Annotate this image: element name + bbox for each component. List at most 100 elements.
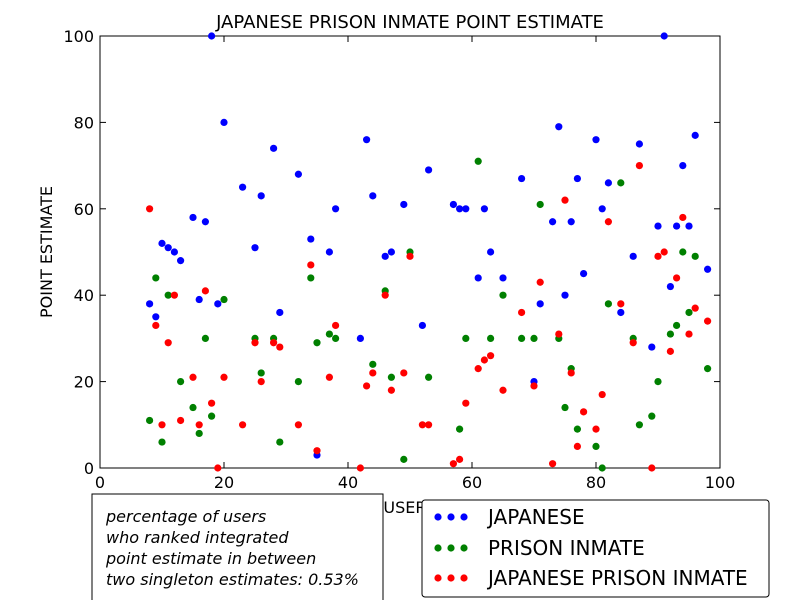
scatter-point-prison-inmate xyxy=(474,157,482,165)
scatter-point-japanese xyxy=(369,192,377,200)
scatter-point-japanese-prison-inmate xyxy=(580,408,588,416)
scatter-point-japanese-prison-inmate xyxy=(406,252,414,260)
legend-marker xyxy=(447,574,455,582)
scatter-point-japanese xyxy=(704,265,712,273)
scatter-point-prison-inmate xyxy=(307,274,315,282)
scatter-point-prison-inmate xyxy=(685,308,693,317)
scatter-point-japanese xyxy=(307,235,315,243)
scatter-point-japanese-prison-inmate xyxy=(164,339,172,347)
scatter-point-japanese xyxy=(561,291,569,299)
scatter-point-japanese-prison-inmate xyxy=(530,382,538,390)
scatter-point-japanese-prison-inmate xyxy=(673,274,681,282)
scatter-point-japanese xyxy=(617,308,625,317)
scatter-point-japanese-prison-inmate xyxy=(363,382,371,390)
scatter-point-prison-inmate xyxy=(294,378,302,386)
scatter-point-prison-inmate xyxy=(487,334,495,342)
scatter-point-prison-inmate xyxy=(704,365,712,373)
scatter-point-japanese-prison-inmate xyxy=(257,378,265,386)
scatter-point-japanese xyxy=(257,192,265,200)
x-tick-label: 80 xyxy=(586,473,606,492)
scatter-point-japanese-prison-inmate xyxy=(189,373,197,381)
scatter-point-japanese xyxy=(381,252,389,260)
scatter-point-prison-inmate xyxy=(152,274,160,282)
scatter-point-japanese-prison-inmate xyxy=(325,373,333,381)
scatter-point-japanese-prison-inmate xyxy=(208,399,216,407)
scatter-point-japanese xyxy=(356,334,364,342)
scatter-point-japanese-prison-inmate xyxy=(536,278,544,286)
scatter-point-japanese xyxy=(598,205,606,213)
scatter-point-japanese-prison-inmate xyxy=(201,287,209,295)
scatter-point-japanese xyxy=(195,295,203,304)
scatter-point-prison-inmate xyxy=(598,464,606,472)
scatter-point-japanese-prison-inmate xyxy=(195,421,203,429)
scatter-point-japanese xyxy=(629,252,637,260)
scatter-point-prison-inmate xyxy=(208,412,216,420)
scatter-point-japanese-prison-inmate xyxy=(573,442,582,450)
scatter-point-prison-inmate xyxy=(635,421,644,429)
scatter-point-prison-inmate xyxy=(387,373,395,381)
y-tick-label: 60 xyxy=(74,200,94,219)
scatter-point-japanese-prison-inmate xyxy=(685,330,693,338)
scatter-point-japanese-prison-inmate xyxy=(499,386,507,394)
y-tick-label: 0 xyxy=(84,459,94,478)
scatter-point-japanese-prison-inmate xyxy=(313,447,321,455)
scatter-point-prison-inmate xyxy=(691,252,699,260)
scatter-point-japanese xyxy=(251,244,259,252)
scatter-point-japanese-prison-inmate xyxy=(567,369,575,377)
scatter-point-japanese-prison-inmate xyxy=(691,304,699,312)
scatter-point-japanese xyxy=(425,166,433,174)
scatter-point-japanese-prison-inmate xyxy=(666,347,675,355)
legend-marker xyxy=(447,513,455,521)
scatter-point-japanese xyxy=(332,205,340,213)
scatter-point-japanese-prison-inmate xyxy=(146,205,154,213)
scatter-point-japanese-prison-inmate xyxy=(418,421,426,429)
scatter-point-japanese-prison-inmate xyxy=(704,317,712,325)
y-tick-label: 40 xyxy=(74,286,94,305)
scatter-point-prison-inmate xyxy=(332,334,340,342)
scatter-point-japanese-prison-inmate xyxy=(270,339,278,347)
scatter-point-japanese xyxy=(170,248,178,256)
scatter-point-japanese-prison-inmate xyxy=(400,369,408,377)
annotation-line: point estimate in between xyxy=(105,549,316,568)
scatter-point-japanese xyxy=(164,244,172,252)
scatter-point-japanese-prison-inmate xyxy=(425,421,433,429)
legend-label-japanese: JAPANESE xyxy=(486,505,585,529)
scatter-point-japanese-prison-inmate xyxy=(480,356,488,364)
scatter-point-japanese-prison-inmate xyxy=(220,373,228,381)
y-tick-label: 100 xyxy=(63,27,94,46)
scatter-point-japanese-prison-inmate xyxy=(276,343,284,351)
scatter-point-japanese xyxy=(654,222,662,230)
legend-marker xyxy=(460,574,468,582)
scatter-point-japanese-prison-inmate xyxy=(518,308,526,317)
x-tick-label: 20 xyxy=(214,473,234,492)
scatter-point-japanese xyxy=(220,118,228,126)
scatter-point-japanese xyxy=(294,170,302,178)
scatter-point-japanese xyxy=(363,136,371,144)
scatter-point-japanese xyxy=(573,174,582,183)
scatter-point-japanese xyxy=(418,321,426,330)
scatter-point-japanese-prison-inmate xyxy=(617,300,625,308)
scatter-point-prison-inmate xyxy=(276,438,284,446)
scatter-point-japanese-prison-inmate xyxy=(332,321,340,330)
scatter-point-japanese-prison-inmate xyxy=(555,330,563,338)
scatter-point-prison-inmate xyxy=(666,330,675,338)
x-tick-label: 0 xyxy=(95,473,105,492)
scatter-point-prison-inmate xyxy=(201,334,209,342)
scatter-point-prison-inmate xyxy=(146,416,154,425)
scatter-point-prison-inmate xyxy=(617,179,625,187)
scatter-point-japanese xyxy=(201,218,209,226)
scatter-point-japanese xyxy=(270,144,278,152)
scatter-point-japanese-prison-inmate xyxy=(598,390,606,399)
scatter-point-prison-inmate xyxy=(604,300,613,308)
scatter-point-japanese xyxy=(239,183,247,191)
scatter-point-japanese xyxy=(152,313,160,321)
scatter-point-japanese-prison-inmate xyxy=(561,196,569,204)
scatter-point-prison-inmate xyxy=(158,438,166,446)
scatter-point-prison-inmate xyxy=(425,373,433,381)
scatter-point-japanese xyxy=(189,213,197,222)
scatter-point-japanese xyxy=(158,239,166,247)
scatter-point-japanese xyxy=(276,308,284,317)
scatter-point-japanese-prison-inmate xyxy=(294,421,302,429)
scatter-point-prison-inmate xyxy=(189,403,197,412)
